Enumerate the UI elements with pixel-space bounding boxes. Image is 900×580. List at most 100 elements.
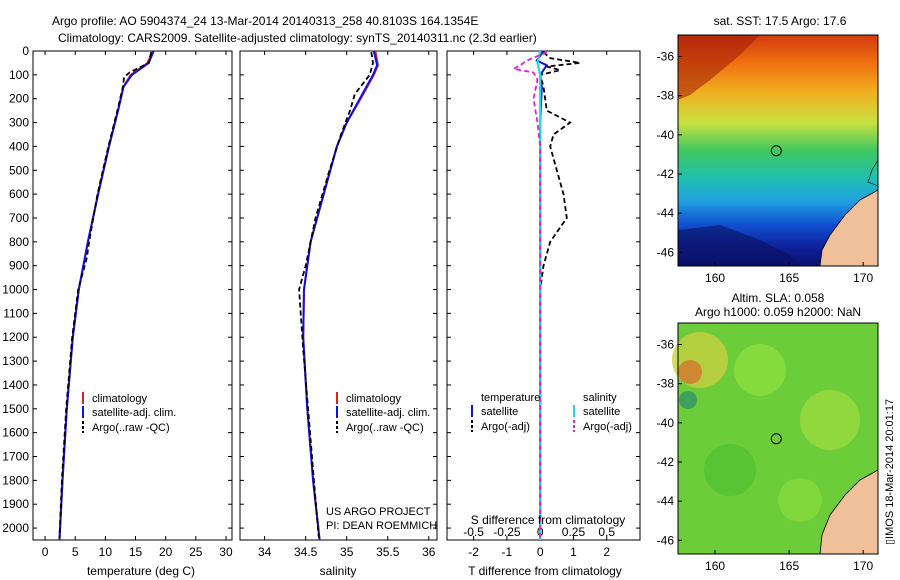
sla-mid-patch bbox=[734, 344, 786, 396]
map-y-tick-label: -40 bbox=[657, 416, 675, 430]
salinity-legend: climatology satellite-adj. clim. Argo(..… bbox=[336, 392, 430, 434]
depth-tick-label: 700 bbox=[9, 211, 29, 225]
series-temperature-argo-adj- bbox=[539, 51, 581, 538]
x2-tick-label: 0.25 bbox=[562, 525, 586, 539]
salinity-profile-panel: 34 34.5 35 35.5 36 bbox=[239, 50, 438, 559]
x-tick-label: 36 bbox=[422, 545, 436, 559]
x-tick-label: 5 bbox=[72, 545, 79, 559]
x-tick-label: 1 bbox=[570, 545, 577, 559]
x-tick-label: 34.5 bbox=[294, 545, 318, 559]
x-tick-label: 2 bbox=[603, 545, 610, 559]
legend-climatology-label: climatology bbox=[346, 393, 402, 405]
title-line-1: Argo profile: AO 5904374_24 13-Mar-2014 … bbox=[52, 14, 478, 28]
legend-s-argo-label: Argo(-adj) bbox=[583, 421, 632, 433]
map-y-tick-label: -46 bbox=[657, 533, 675, 547]
depth-tick-label: 1400 bbox=[2, 378, 29, 392]
map-y-tick-label: -36 bbox=[657, 338, 675, 352]
sst-map-title: sat. SST: 17.5 Argo: 17.6 bbox=[714, 14, 847, 28]
sla-low-patch bbox=[679, 391, 697, 409]
x-tick-label: 0 bbox=[42, 545, 49, 559]
sla-map-subtitle: Argo h1000: 0.059 h2000: NaN bbox=[695, 305, 861, 319]
temperature-profile-panel: 0 5 10 15 20 25 30 bbox=[32, 50, 233, 559]
map-x-tick-label: 170 bbox=[853, 271, 873, 285]
map-y-tick-label: -38 bbox=[657, 377, 675, 391]
legend-t-argo-label: Argo(-adj) bbox=[481, 421, 530, 433]
sst-warm-patch bbox=[678, 35, 760, 100]
depth-tick-label: 800 bbox=[9, 235, 29, 249]
x-tick-label: 15 bbox=[129, 545, 143, 559]
map-axes: 160 165 170 -36 -38 -40 -42 -44 -46 160 165 170 -36 -… bbox=[657, 50, 874, 573]
sst-cold-patch bbox=[678, 225, 800, 266]
series-salinity-argo-adj- bbox=[510, 51, 548, 538]
map-x-tick-label: 165 bbox=[779, 559, 799, 573]
difference-profile-panel: -2 -1 0 1 2-0.5 -0.25 0 0.25 0.5 bbox=[446, 50, 641, 559]
depth-tick-label: 1900 bbox=[2, 497, 29, 511]
s-difference-title: S difference from climatology bbox=[471, 513, 626, 527]
x2-tick-label: 0.5 bbox=[598, 525, 615, 539]
legend-argo-label: Argo(..raw -QC) bbox=[346, 422, 424, 434]
sla-lower-patch bbox=[704, 444, 756, 496]
map-y-tick-label: -44 bbox=[657, 494, 675, 508]
sst-map bbox=[677, 34, 879, 267]
map-y-tick-label: -38 bbox=[657, 89, 675, 103]
temperature-xlabel: temperature (deg C) bbox=[87, 564, 195, 578]
legend-s-satellite-label: satellite bbox=[583, 406, 620, 418]
x-tick-label: 25 bbox=[189, 545, 203, 559]
legend-satellite-label: satellite-adj. clim. bbox=[92, 407, 176, 419]
temperature-legend: climatology satellite-adj. clim. Argo(..… bbox=[82, 392, 176, 434]
t-difference-xlabel: T difference from climatology bbox=[468, 564, 622, 578]
depth-tick-label: 600 bbox=[9, 187, 29, 201]
depth-tick-label: 1500 bbox=[2, 402, 29, 416]
sla-high-patch bbox=[672, 332, 728, 388]
map-y-tick-label: -42 bbox=[657, 455, 675, 469]
x-tick-label: 34 bbox=[258, 545, 272, 559]
x-tick-label: -1 bbox=[502, 545, 513, 559]
sla-map bbox=[672, 322, 879, 555]
depth-tick-label: 900 bbox=[9, 259, 29, 273]
legend-climatology-label: climatology bbox=[92, 393, 148, 405]
sst-map-frame bbox=[677, 34, 879, 267]
depth-axis: 0 100 200 300 400 500 600 700 800 900 1000 1100 1200… bbox=[2, 44, 29, 535]
x-tick-label: 20 bbox=[159, 545, 173, 559]
depth-tick-label: 200 bbox=[9, 92, 29, 106]
difference-legend: temperature salinity satellite Argo(-adj… bbox=[471, 392, 632, 433]
sla-mid-patch bbox=[800, 390, 860, 450]
depth-tick-label: 1300 bbox=[2, 354, 29, 368]
map-x-tick-label: 160 bbox=[705, 559, 725, 573]
x-tick-label: 35 bbox=[340, 545, 354, 559]
series-argo-raw-qc- bbox=[298, 52, 374, 538]
depth-tick-label: 500 bbox=[9, 163, 29, 177]
map-y-tick-label: -42 bbox=[657, 167, 675, 181]
imos-timestamp: ▯IMOS 18-Mar-2014 20:01:17 bbox=[884, 399, 896, 545]
sla-mid-patch bbox=[778, 478, 822, 522]
map-x-tick-label: 165 bbox=[779, 271, 799, 285]
depth-tick-label: 400 bbox=[9, 139, 29, 153]
series-argo-raw-qc- bbox=[58, 52, 153, 538]
depth-tick-label: 1200 bbox=[2, 330, 29, 344]
depth-tick-label: 1700 bbox=[2, 450, 29, 464]
x-tick-label: 30 bbox=[219, 545, 233, 559]
argo-position-marker bbox=[770, 433, 782, 445]
plot-frame bbox=[32, 50, 233, 541]
x-tick-label: 10 bbox=[99, 545, 113, 559]
x-tick-label: 0 bbox=[537, 545, 544, 559]
depth-tick-label: 1100 bbox=[3, 306, 29, 320]
depth-tick-label: 1800 bbox=[2, 473, 29, 487]
map-x-tick-label: 160 bbox=[705, 271, 725, 285]
legend-salinity-heading: salinity bbox=[583, 392, 617, 404]
x2-tick-label: -0.5 bbox=[463, 525, 484, 539]
depth-tick-label: 1600 bbox=[2, 426, 29, 440]
map-y-tick-label: -36 bbox=[657, 50, 675, 64]
project-name: US ARGO PROJECT bbox=[326, 506, 431, 518]
principal-investigator: PI: DEAN ROEMMICH bbox=[326, 520, 437, 532]
x-tick-label: -2 bbox=[468, 545, 479, 559]
depth-tick-label: 1000 bbox=[2, 283, 29, 297]
sla-map-title: Altim. SLA: 0.058 bbox=[732, 291, 825, 305]
plot-frame bbox=[446, 50, 641, 541]
map-x-tick-label: 170 bbox=[853, 559, 873, 573]
argo-position-marker bbox=[770, 145, 782, 157]
x2-tick-label: -0.25 bbox=[493, 525, 521, 539]
map-y-tick-label: -40 bbox=[657, 128, 675, 142]
legend-t-satellite-label: satellite bbox=[481, 406, 518, 418]
